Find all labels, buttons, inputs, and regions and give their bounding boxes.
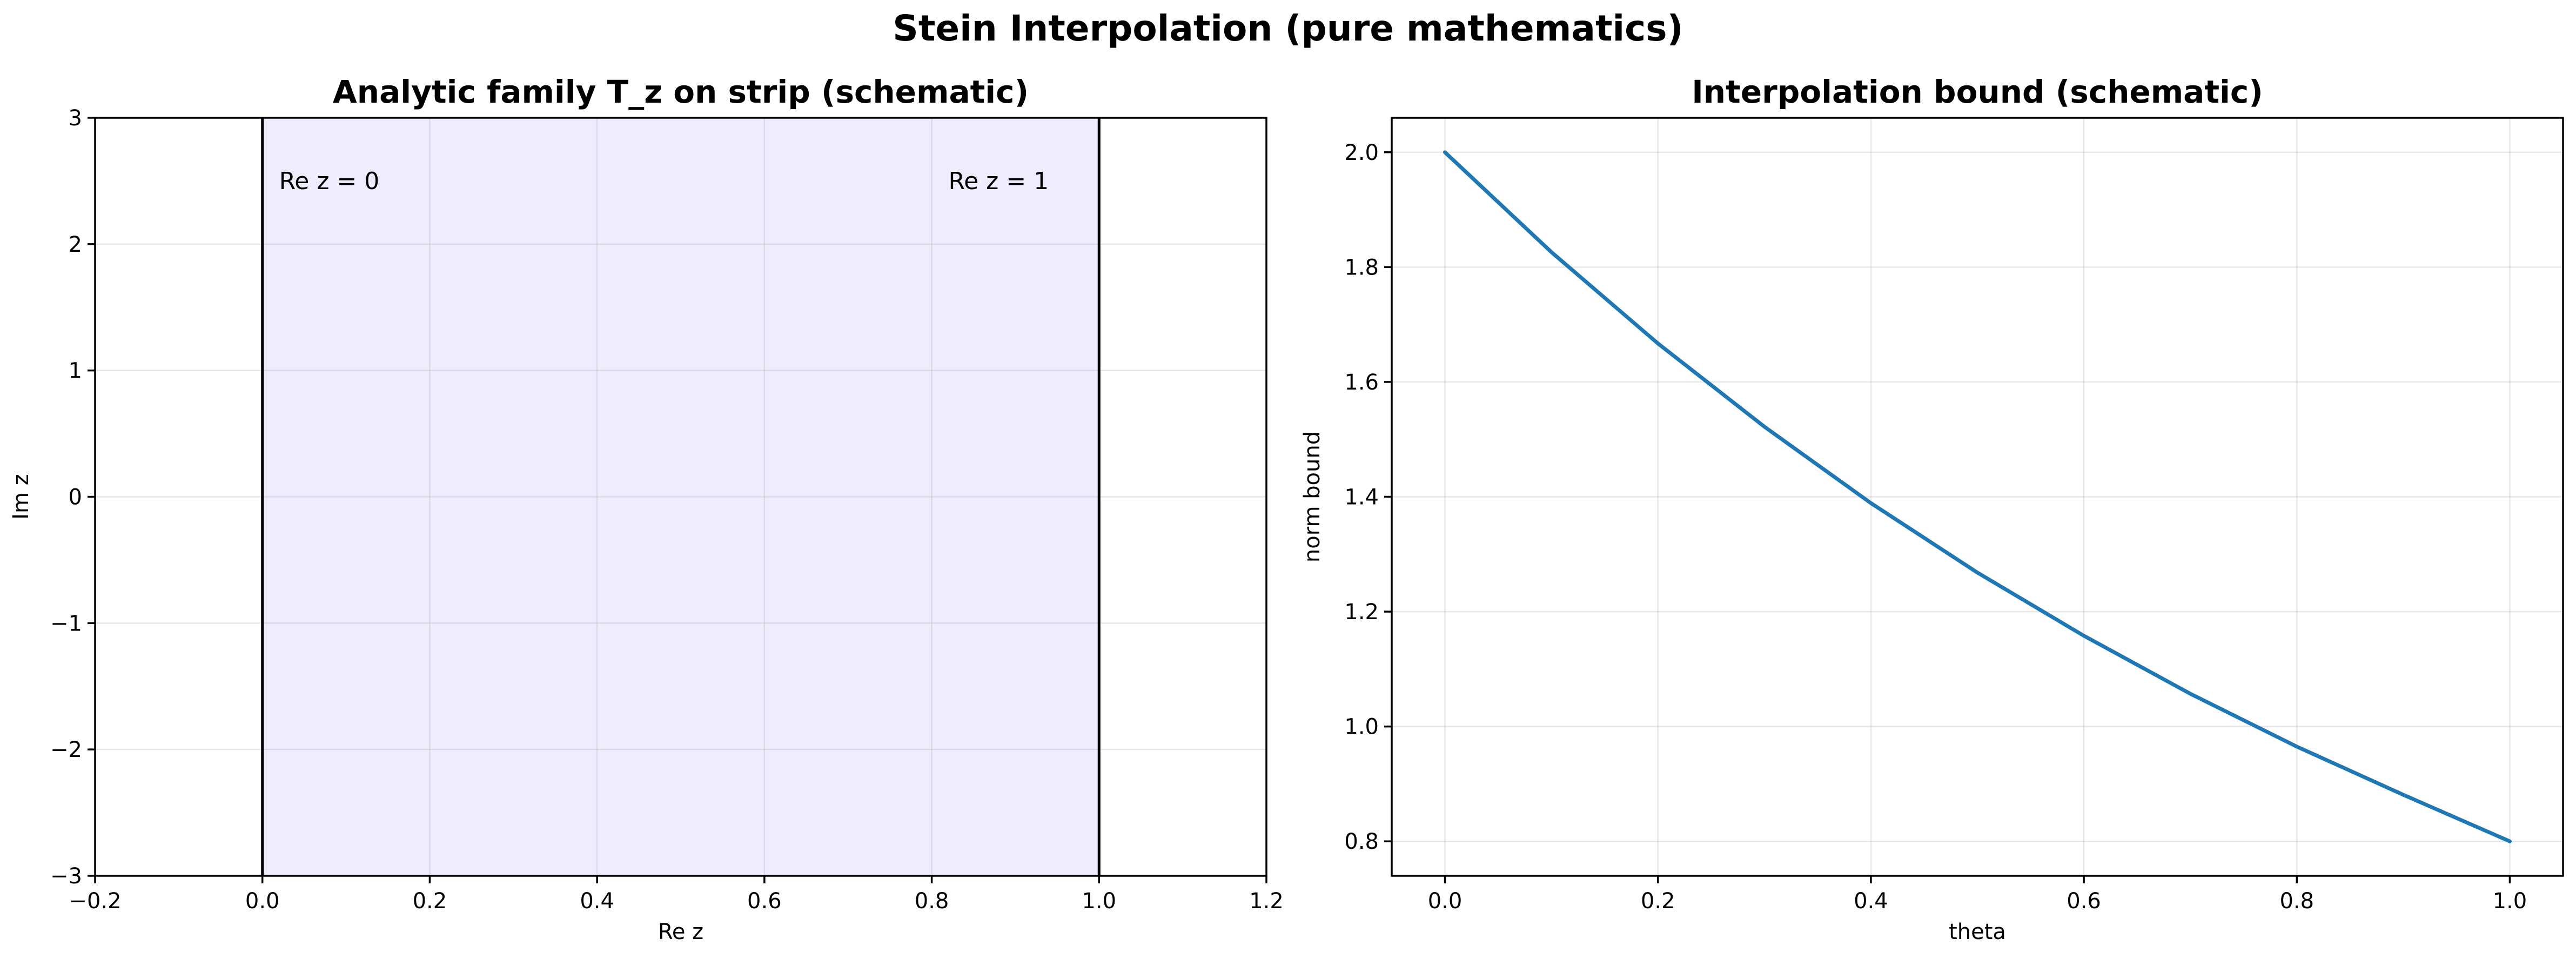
y-tick-label: 1.6	[1344, 370, 1379, 395]
strip-annotation: Re z = 1	[949, 167, 1049, 195]
x-tick-label: 0.2	[1641, 889, 1675, 914]
y-axis-label: Im z	[9, 474, 33, 519]
y-tick-label: 0.8	[1344, 829, 1379, 854]
y-tick-label: 2	[69, 232, 82, 257]
x-tick-label: 0.8	[915, 889, 949, 914]
x-tick-label: 0.0	[1428, 889, 1463, 914]
y-tick-label: −3	[50, 864, 82, 889]
y-tick-label: −1	[50, 611, 82, 636]
strip-chart: Re z = 0 Re z = 1 −0.2 0.0 0.2 0.4 0.6 0.8 1.0 1.…	[9, 73, 1284, 944]
y-tick-label: 1.0	[1344, 715, 1379, 740]
x-tick-label: 0.4	[1854, 889, 1888, 914]
x-tick-label: 0.0	[245, 889, 280, 914]
x-tick-label: 0.4	[580, 889, 614, 914]
y-tick-label: 2.0	[1344, 140, 1379, 165]
y-axis-label: norm bound	[1300, 431, 1325, 562]
x-tick-label: 1.0	[1082, 889, 1116, 914]
strip-region	[262, 118, 1099, 876]
x-tick-label: 0.6	[747, 889, 782, 914]
y-tick-label: 0	[69, 485, 82, 510]
figure-title: Stein Interpolation (pure mathematics)	[893, 8, 1683, 49]
y-tick-label: 1.4	[1344, 485, 1379, 510]
x-tick-label: 1.2	[1249, 889, 1284, 914]
x-tick-label: 0.2	[413, 889, 447, 914]
chart-title: Analytic family T_z on strip (schematic)	[333, 73, 1029, 110]
chart-title: Interpolation bound (schematic)	[1692, 73, 2263, 110]
y-tick-label: −2	[50, 737, 82, 762]
x-axis-label: theta	[1949, 920, 2006, 944]
y-tick-label: 3	[69, 106, 82, 131]
y-tick-label: 1.8	[1344, 255, 1379, 280]
x-tick-label: 1.0	[2493, 889, 2527, 914]
x-axis-label: Re z	[658, 920, 703, 944]
series-line	[1443, 150, 2512, 843]
y-tick-label: 1	[69, 359, 82, 384]
y-tick-label: 1.2	[1344, 600, 1379, 625]
x-tick-label: −0.2	[69, 889, 121, 914]
bound-chart: 0.0 0.2 0.4 0.6 0.8 1.0 0.8 1.0 1.2 1.4 1.6 1.8 2.0 I…	[1300, 73, 2564, 944]
x-tick-label: 0.8	[2279, 889, 2314, 914]
strip-annotation: Re z = 0	[279, 167, 380, 195]
x-tick-label: 0.6	[2067, 889, 2101, 914]
